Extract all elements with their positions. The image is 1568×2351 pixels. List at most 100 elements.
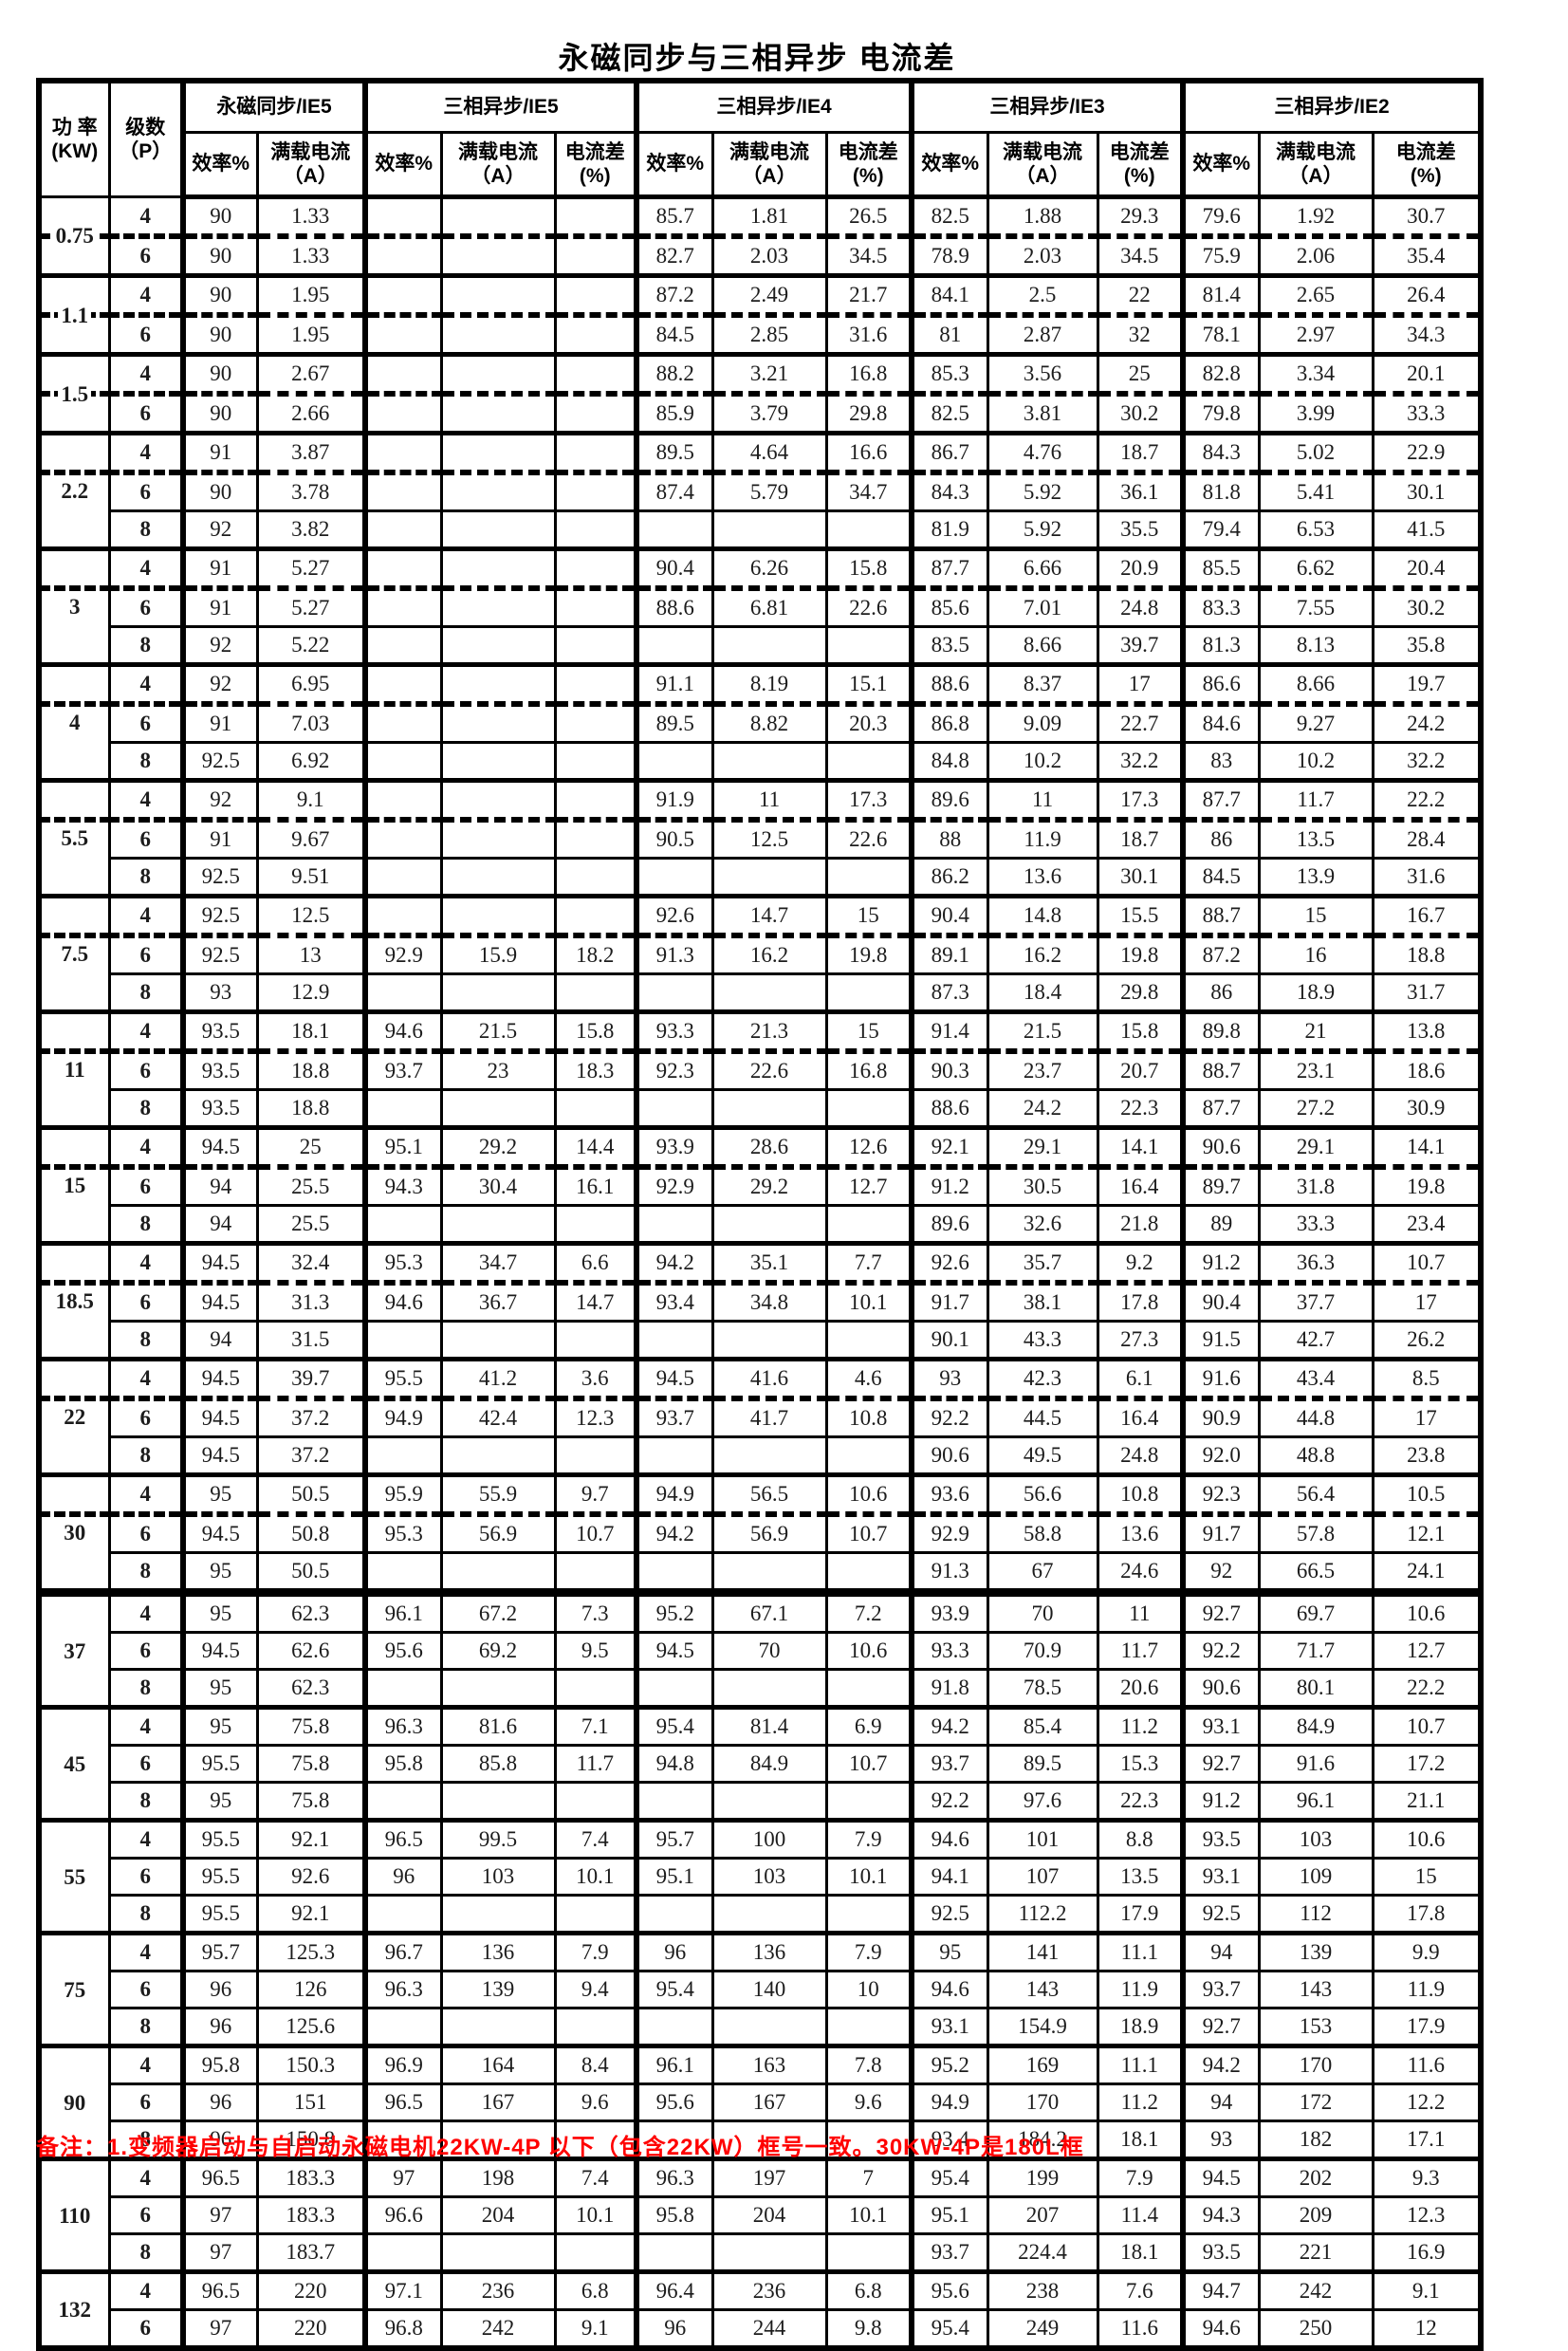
value-cell: 95 <box>909 1931 989 1972</box>
value-cell <box>362 431 443 475</box>
value-cell <box>439 625 557 666</box>
value-cell: 91.9 <box>634 778 714 823</box>
value-cell: 9.6 <box>824 2083 913 2122</box>
value-cell: 70 <box>710 1631 828 1671</box>
value-cell: 41.5 <box>1371 509 1483 550</box>
value-cell: 95.4 <box>634 1970 714 2009</box>
value-cell: 3.6 <box>553 1357 638 1401</box>
value-cell: 24.2 <box>986 1088 1099 1129</box>
poles-cell: 8 <box>107 741 185 782</box>
efficiency-header: 效率% <box>909 131 989 199</box>
poles-cell: 4 <box>107 1705 185 1747</box>
value-cell: 7.4 <box>553 2157 638 2198</box>
value-cell: 11.7 <box>1257 778 1374 823</box>
value-cell <box>439 313 557 356</box>
value-cell: 20.1 <box>1371 352 1483 397</box>
power-cell: 4 <box>37 662 111 782</box>
value-cell: 93.3 <box>909 1631 989 1671</box>
value-cell: 32.2 <box>1096 741 1185 782</box>
value-cell: 94.5 <box>180 1357 259 1401</box>
value-cell: 36.3 <box>1257 1241 1374 1286</box>
value-cell <box>710 1204 828 1245</box>
value-cell: 17 <box>1371 1281 1483 1323</box>
value-cell: 16.4 <box>1096 1397 1185 1438</box>
value-cell: 209 <box>1257 2195 1374 2235</box>
value-cell: 92.6 <box>909 1241 989 1286</box>
value-cell: 8.13 <box>1257 625 1374 666</box>
power-cell: 5.5 <box>37 778 111 898</box>
value-cell: 89.5 <box>634 431 714 475</box>
value-cell: 17.1 <box>1371 2120 1483 2160</box>
value-cell: 30.9 <box>1371 1088 1483 1129</box>
value-cell: 89.5 <box>634 702 714 744</box>
table-row: 37 4 95 62.3 96.1 67.2 7.3 95.2 67.1 7.2 93.9 70 11 9… <box>37 1588 1483 1709</box>
value-cell: 10.6 <box>824 1472 913 1517</box>
value-cell: 94.9 <box>362 1397 443 1438</box>
value-cell: 11.6 <box>1096 2308 1185 2350</box>
value-cell: 12.3 <box>1371 2195 1483 2235</box>
poles-cell: 8 <box>107 1894 185 1934</box>
value-cell: 94 <box>180 1165 259 1207</box>
value-cell: 95 <box>180 1668 259 1709</box>
value-cell: 84.5 <box>634 313 714 356</box>
poles-cell: 4 <box>107 352 185 397</box>
value-cell <box>710 625 828 666</box>
poles-cell: 8 <box>107 2120 185 2160</box>
value-cell: 136 <box>710 1931 828 1972</box>
value-cell: 93.9 <box>909 1588 989 1634</box>
value-cell: 90.4 <box>909 894 989 938</box>
value-cell <box>362 352 443 397</box>
table-row: 15 4 94.5 25 95.1 29.2 14.4 93.9 28.6 12.6 92.1 29.… <box>37 1125 1483 1245</box>
value-cell: 88.2 <box>634 352 714 397</box>
efficiency-header: 效率% <box>634 131 714 199</box>
dashed-divider <box>42 469 106 475</box>
value-cell: 96.1 <box>634 2044 714 2085</box>
value-cell <box>824 625 913 666</box>
value-cell <box>634 509 714 550</box>
value-cell: 150.3 <box>255 2044 367 2085</box>
value-cell: 96.5 <box>180 2269 259 2311</box>
value-cell: 25 <box>1096 352 1185 397</box>
value-cell <box>553 2232 638 2273</box>
table-row: 30 4 95 50.5 95.9 55.9 9.7 94.9 56.5 10.6 93.6 56.6… <box>37 1472 1483 1594</box>
value-cell <box>362 2120 443 2160</box>
value-cell: 9.1 <box>1371 2269 1483 2311</box>
value-cell: 23 <box>439 1049 557 1091</box>
value-cell: 42.4 <box>439 1397 557 1438</box>
value-cell <box>824 857 913 898</box>
value-cell: 170 <box>1257 2044 1374 2085</box>
value-cell: 70 <box>986 1588 1099 1634</box>
value-cell <box>824 741 913 782</box>
value-cell: 10.2 <box>986 741 1099 782</box>
power-cell: 45 <box>37 1705 111 1822</box>
value-cell <box>362 662 443 707</box>
value-cell: 13.8 <box>1371 1009 1483 1054</box>
value-cell <box>553 392 638 435</box>
value-cell: 83 <box>1180 741 1261 782</box>
value-cell: 7.01 <box>986 586 1099 628</box>
value-cell: 20.4 <box>1371 546 1483 591</box>
value-cell: 12.5 <box>710 818 828 860</box>
value-cell: 81.3 <box>1180 625 1261 666</box>
value-cell: 71.7 <box>1257 1631 1374 1671</box>
value-cell: 10.5 <box>1371 1472 1483 1517</box>
value-cell: 97.6 <box>986 1781 1099 1822</box>
value-cell: 15 <box>1371 1857 1483 1897</box>
table-row: 6 92.5 13 92.9 15.9 18.2 91.3 16.2 19.8 89.1 16.2 1… <box>39 934 1483 975</box>
value-cell: 93 <box>909 1357 989 1401</box>
poles-cell: 6 <box>107 1631 185 1671</box>
full-load-current-header: 满载电流 （A） <box>986 131 1099 199</box>
value-cell: 12.1 <box>1371 1512 1483 1554</box>
poles-cell: 4 <box>107 1125 185 1170</box>
value-cell: 93.7 <box>909 2232 989 2273</box>
value-cell: 9.1 <box>553 2308 638 2350</box>
value-cell: 81 <box>909 313 989 356</box>
value-cell: 94.5 <box>180 1435 259 1476</box>
value-cell: 9.8 <box>824 2308 913 2350</box>
value-cell: 169 <box>986 2044 1099 2085</box>
value-cell: 18.1 <box>1096 2120 1185 2160</box>
value-cell: 7.7 <box>824 1241 913 1286</box>
poles-cell: 4 <box>107 273 185 318</box>
value-cell: 93.7 <box>362 1049 443 1091</box>
value-cell: 94.6 <box>362 1281 443 1323</box>
